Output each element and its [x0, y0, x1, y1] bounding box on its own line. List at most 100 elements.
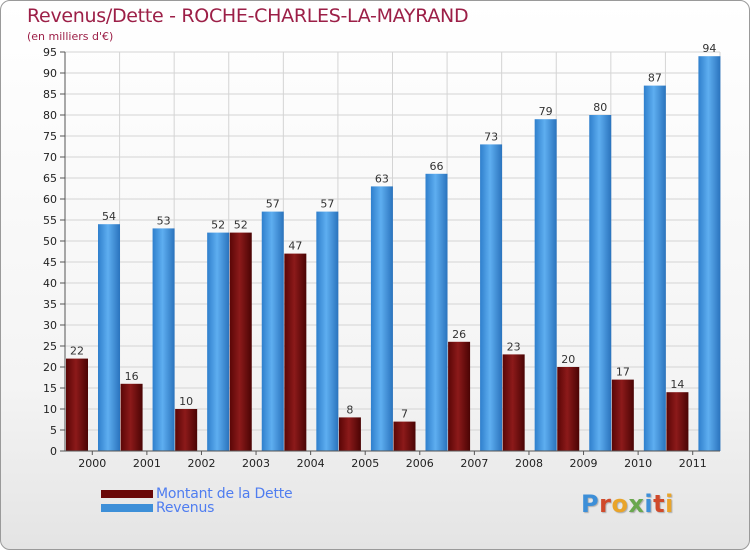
bar-debt-2008 — [502, 354, 525, 451]
logo-letter: t — [653, 490, 666, 518]
y-tick-label: 90 — [43, 67, 57, 80]
data-label-revenue-2010: 87 — [648, 72, 662, 85]
logo-letter: o — [611, 490, 629, 518]
data-label-debt-2006: 7 — [401, 408, 408, 421]
x-tick-label-2002: 2002 — [187, 457, 215, 470]
data-label-revenue-2002: 52 — [211, 219, 225, 232]
y-tick-label: 95 — [43, 46, 57, 59]
data-label-debt-2010: 17 — [616, 366, 630, 379]
bars — [66, 56, 721, 452]
bar-revenue-2009 — [589, 115, 612, 451]
y-tick-label: 65 — [43, 172, 57, 185]
x-axis: 2000 2001 2002 2003 2004 2005 2006 2007 2008 2009… — [65, 450, 720, 470]
bar-debt-2010 — [611, 379, 634, 451]
x-tick-label-2007: 2007 — [460, 457, 488, 470]
y-tick-label: 45 — [43, 256, 57, 269]
x-tick-label-2011: 2011 — [679, 457, 707, 470]
data-label-revenue-2001: 53 — [157, 214, 171, 227]
y-tick-label: 80 — [43, 109, 57, 122]
x-tick-label-2003: 2003 — [242, 457, 270, 470]
x-tick-label-2006: 2006 — [406, 457, 434, 470]
bar-revenue-2010 — [643, 85, 666, 451]
data-label-debt-2008: 23 — [507, 340, 521, 353]
x-tick-label-2000: 2000 — [78, 457, 106, 470]
bar-revenue-2011 — [698, 56, 721, 451]
y-tick-label: 75 — [43, 130, 57, 143]
bar-revenue-2003 — [261, 211, 284, 451]
data-label-debt-2009: 20 — [561, 353, 575, 366]
y-tick-label: 55 — [43, 214, 57, 227]
y-axis: 0 5 10 15 20 25 30 35 40 45 50 55 60 65 70 75 80 85 90 95 — [43, 46, 66, 458]
data-label-debt-2002: 10 — [179, 395, 193, 408]
bar-debt-2007 — [448, 341, 471, 451]
bar-revenue-2007 — [480, 144, 503, 451]
bar-debt-2004 — [284, 253, 307, 451]
bar-revenue-2006 — [425, 173, 448, 452]
bar-debt-2003 — [229, 232, 252, 451]
y-tick-label: 25 — [43, 340, 57, 353]
x-tick-label-2001: 2001 — [133, 457, 161, 470]
bar-revenue-2005 — [370, 186, 393, 451]
y-tick-label: 50 — [43, 235, 57, 248]
x-tick-label-2008: 2008 — [515, 457, 543, 470]
bar-debt-2002 — [175, 409, 198, 451]
legend-swatch-revenue — [101, 504, 153, 512]
data-label-debt-2011: 14 — [670, 378, 684, 391]
logo-letter: r — [599, 490, 612, 518]
bar-debt-2009 — [557, 367, 580, 451]
data-label-revenue-2003: 57 — [266, 198, 280, 211]
y-tick-label: 10 — [43, 403, 57, 416]
x-tick-label-2005: 2005 — [351, 457, 379, 470]
bar-revenue-2000 — [98, 224, 120, 451]
y-tick-label: 70 — [43, 151, 57, 164]
y-tick-label: 30 — [43, 319, 57, 332]
data-label-revenue-2005: 63 — [375, 172, 389, 185]
y-tick-label: 15 — [43, 382, 57, 395]
data-label-revenue-2008: 79 — [539, 105, 553, 118]
legend-label-revenue: Revenus — [156, 500, 215, 516]
data-label-revenue-2007: 73 — [484, 130, 498, 143]
data-label-revenue-2006: 66 — [430, 160, 444, 173]
bar-revenue-2008 — [534, 119, 557, 451]
data-labels: 22 54 16 53 10 52 52 57 47 57 8 63 7 66 26 73 23 79 20 80 17… — [70, 42, 716, 420]
data-label-revenue-2011: 94 — [702, 42, 716, 55]
data-label-revenue-2009: 80 — [593, 101, 607, 114]
data-label-debt-2001: 16 — [125, 370, 139, 383]
proxiti-logo: Proxiti — [581, 490, 674, 518]
data-label-debt-2007: 26 — [452, 328, 466, 341]
legend-label-debt: Montant de la Dette — [156, 486, 293, 502]
bar-debt-2005 — [338, 417, 361, 451]
y-tick-label: 60 — [43, 193, 57, 206]
bar-revenue-2001 — [152, 228, 175, 451]
data-label-debt-2004: 47 — [288, 240, 302, 253]
y-tick-label: 20 — [43, 361, 57, 374]
bar-debt-2001 — [120, 383, 143, 451]
logo-letter: i — [644, 490, 654, 518]
bar-debt-2000 — [66, 358, 88, 451]
y-tick-label: 35 — [43, 298, 57, 311]
data-label-debt-2003: 52 — [234, 219, 248, 232]
y-tick-label: 5 — [50, 424, 57, 437]
bar-revenue-2004 — [316, 211, 339, 451]
chart-title: Revenus/Dette - ROCHE-CHARLES-LA-MAYRAND — [27, 5, 469, 27]
x-tick-label-2009: 2009 — [570, 457, 598, 470]
x-tick-label-2004: 2004 — [297, 457, 325, 470]
bar-debt-2006 — [393, 421, 416, 451]
data-label-debt-2000: 22 — [70, 345, 84, 358]
data-label-debt-2005: 8 — [346, 403, 353, 416]
data-label-revenue-2000: 54 — [102, 210, 116, 223]
y-tick-label: 85 — [43, 88, 57, 101]
logo-letter: P — [581, 490, 600, 518]
x-tick-label-2010: 2010 — [624, 457, 652, 470]
y-tick-label: 40 — [43, 277, 57, 290]
bar-debt-2011 — [666, 392, 689, 451]
logo-letter: x — [628, 490, 645, 518]
chart-subtitle: (en milliers d'€) — [27, 30, 114, 43]
data-label-revenue-2004: 57 — [320, 198, 334, 211]
y-tick-label: 0 — [50, 445, 57, 458]
logo-letter: i — [665, 490, 674, 518]
legend-swatch-debt — [101, 490, 153, 498]
bar-revenue-2002 — [207, 232, 230, 451]
